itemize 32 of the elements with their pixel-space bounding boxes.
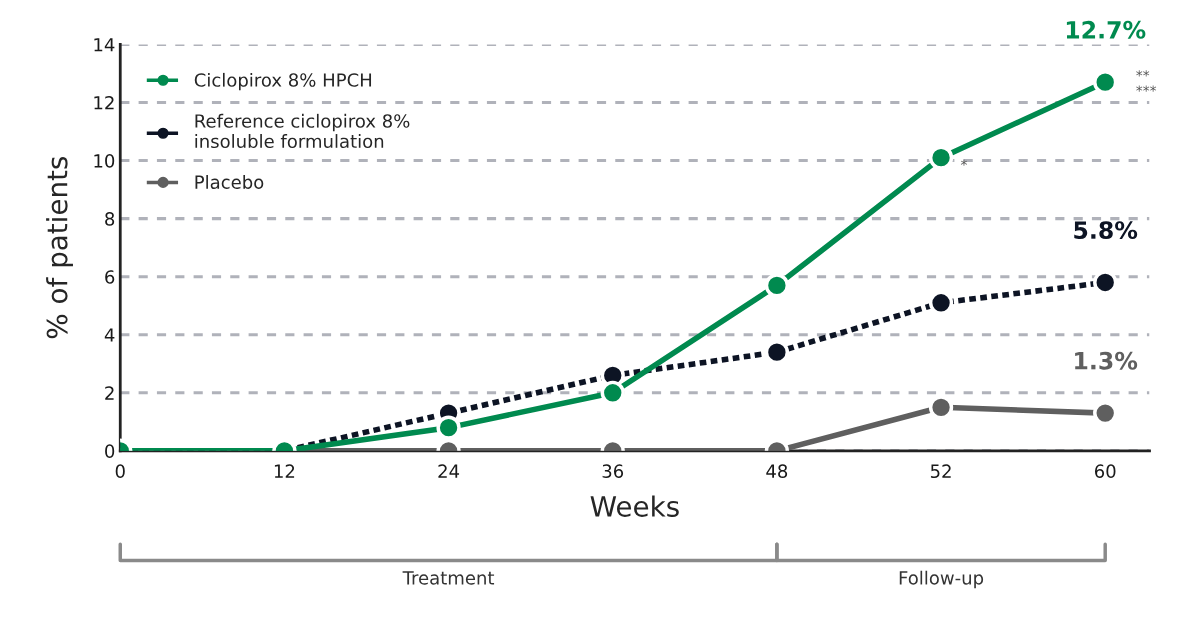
data-label: 12.7% <box>1066 20 1146 39</box>
y-tick-label: 10 <box>94 154 115 168</box>
legend-label: Placebo <box>195 175 264 189</box>
data-label: 5.8% <box>1074 221 1138 240</box>
x-tick-label: 0 <box>115 464 125 479</box>
x-tick-label: 36 <box>602 464 624 479</box>
data-label: 1.3% <box>1075 351 1138 370</box>
legend-label: Ciclopirox 8% HPCH <box>194 72 372 91</box>
y-tick-label: 14 <box>94 38 115 52</box>
annotation: *** <box>1136 85 1157 92</box>
x-tick-label: 52 <box>930 464 951 479</box>
point <box>436 415 461 440</box>
point <box>764 273 790 298</box>
x-axis-title: Weeks <box>590 495 679 517</box>
y-tick-label: 12 <box>94 95 114 110</box>
legend-label: Reference ciclopirox 8% insoluble formulation <box>195 113 410 149</box>
text: Treatment <box>402 571 495 585</box>
y-tick-label: 0 <box>105 444 115 458</box>
x-tick-label: 60 <box>1094 464 1116 479</box>
y-tick-label: 8 <box>105 212 115 226</box>
annotation: ** <box>1136 70 1150 77</box>
x-tick-label: 12 <box>274 464 295 478</box>
point <box>1093 270 1118 295</box>
y-axis-title: % of patients <box>46 156 73 339</box>
annotation: * <box>960 159 968 166</box>
y-tick-label: 4 <box>104 328 115 342</box>
text: Follow-up <box>899 570 984 589</box>
y-tick-label: 2 <box>105 386 114 400</box>
y-tick-label: 6 <box>105 270 115 284</box>
point <box>600 380 625 405</box>
x-tick-label: 24 <box>438 464 460 478</box>
x-tick-label: 48 <box>766 464 788 479</box>
